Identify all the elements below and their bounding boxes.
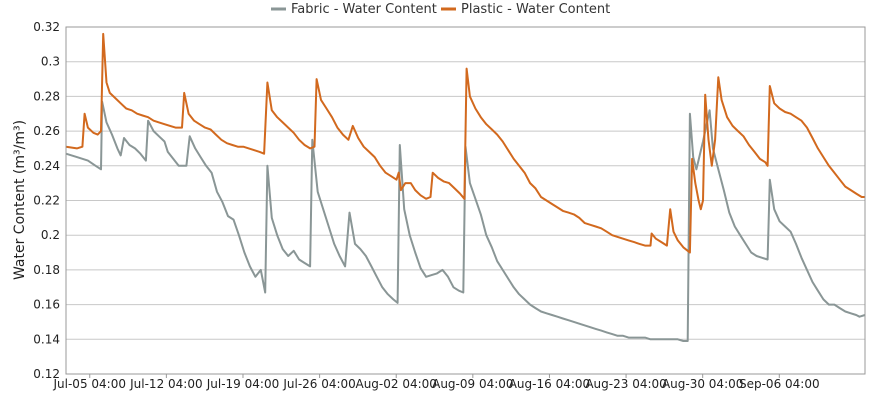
series-line-plastic — [65, 32, 865, 254]
y-tick-label: 0.14 — [33, 332, 60, 346]
y-tick-label: 0.28 — [33, 89, 60, 103]
y-tick-label: 0.18 — [33, 263, 60, 277]
x-axis-ticks: Jul-05 04:00 Jul-12 04:00 Jul-19 04:00 Jul-… — [53, 374, 820, 391]
y-tick-label: 0.2 — [41, 228, 60, 242]
x-tick-label: Jul-12 04:00 — [129, 377, 202, 391]
x-tick-label: Aug-23 04:00 — [585, 377, 666, 391]
x-tick-label: Jul-19 04:00 — [206, 377, 279, 391]
y-tick-label: 0.3 — [41, 55, 60, 69]
y-tick-label: 0.22 — [33, 194, 60, 208]
x-tick-label: Aug-30 04:00 — [662, 377, 743, 391]
y-axis-ticks: 0.12 0.14 0.16 0.18 0.2 0.22 0.24 0.26 0.28 0.3 0.… — [33, 20, 60, 381]
series-line-fabric — [65, 100, 866, 342]
y-axis-title: Water Content (m³/m³) — [12, 120, 28, 280]
x-tick-label: Sep-06 04:00 — [739, 377, 820, 391]
y-tick-label: 0.16 — [33, 298, 60, 312]
legend-label-fabric: Fabric - Water Content — [291, 2, 437, 17]
y-tick-label: 0.24 — [33, 159, 60, 173]
y-tick-label: 0.12 — [33, 367, 60, 381]
x-tick-label: Jul-05 04:00 — [53, 377, 126, 391]
x-tick-label: Aug-02 04:00 — [355, 377, 436, 391]
legend-label-plastic: Plastic - Water Content — [461, 2, 610, 17]
x-tick-label: Jul-26 04:00 — [282, 377, 355, 391]
x-tick-label: Aug-16 04:00 — [509, 377, 590, 391]
legend: Fabric - Water Content Plastic - Water C… — [271, 2, 610, 17]
y-tick-label: 0.32 — [33, 20, 60, 34]
x-tick-label: Aug-09 04:00 — [432, 377, 513, 391]
plot-frame — [65, 26, 866, 375]
series-lines — [65, 32, 866, 342]
y-tick-label: 0.26 — [33, 124, 60, 138]
